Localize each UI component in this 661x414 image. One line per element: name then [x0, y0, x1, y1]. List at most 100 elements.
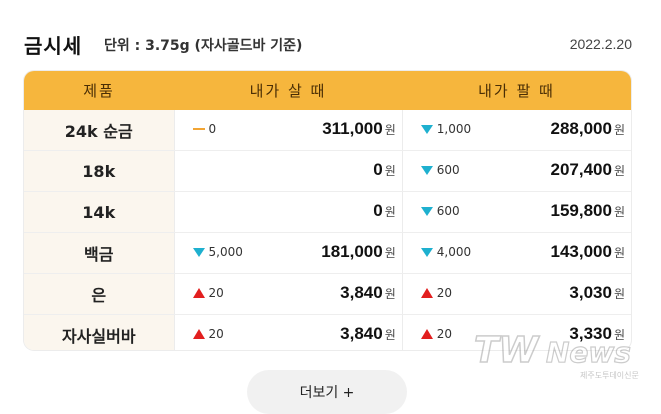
sell-price-cell: 600 207,400 원: [403, 151, 631, 191]
table-row: 18k 0 원 600 207,400 원: [24, 150, 631, 191]
sell-change: 20: [420, 327, 453, 341]
dash-icon: [192, 128, 205, 130]
sell-price: 159,800 원: [551, 201, 626, 221]
sell-price-cell: 20 3,030 원: [403, 274, 631, 314]
currency-unit: 원: [613, 205, 625, 219]
column-header-product: 제품: [83, 82, 115, 100]
sell-price-value: 3,030: [569, 283, 612, 302]
buy-price-value: 181,000: [321, 242, 383, 261]
price-header: 금시세 단위 : 3.75g (자사골드바 기준) 2022.2.20: [24, 28, 632, 60]
buy-price-cell: 5,000 181,000 원: [175, 233, 403, 273]
down-triangle-icon: [420, 124, 433, 134]
sell-change-value: 600: [436, 204, 460, 218]
product-name: 자사실버바: [24, 315, 175, 350]
sell-change-value: 4,000: [436, 245, 472, 259]
sell-change: 1,000: [420, 122, 472, 136]
table-row: 자사실버바 20 3,840 원 20 3,330 원: [24, 314, 631, 350]
sell-price-value: 143,000: [550, 242, 612, 261]
down-triangle-icon: [420, 206, 433, 216]
sell-price-value: 207,400: [550, 160, 612, 179]
sell-change-value: 20: [436, 327, 453, 341]
sell-price-cell: 600 159,800 원: [403, 192, 631, 232]
sell-price: 3,330 원: [569, 324, 625, 344]
buy-price: 181,000 원: [321, 242, 396, 262]
column-header-sell: 내가 팔 때: [478, 82, 555, 100]
up-triangle-icon: [192, 288, 205, 298]
down-triangle-icon: [192, 247, 205, 257]
buy-price-cell: 0 311,000 원: [175, 110, 403, 150]
buy-change-value: 20: [208, 286, 224, 300]
buy-price-value: 0: [373, 160, 383, 179]
buy-price-cell: 20 3,840 원: [175, 274, 403, 314]
up-triangle-icon: [420, 288, 433, 298]
sell-price: 3,030 원: [569, 283, 625, 303]
sell-price-cell: 1,000 288,000 원: [403, 110, 631, 150]
currency-unit: 원: [384, 246, 396, 260]
buy-price: 3,840 원: [340, 283, 396, 303]
product-name: 14k: [24, 192, 175, 232]
product-name: 24k 순금: [24, 110, 175, 150]
sell-change: 600: [420, 163, 460, 177]
table-row: 은 20 3,840 원 20 3,030 원: [24, 273, 631, 314]
page-title: 금시세: [24, 34, 83, 58]
currency-unit: 원: [384, 328, 396, 342]
sell-change-value: 600: [436, 163, 460, 177]
buy-change: 20: [192, 327, 224, 341]
buy-change: 5,000: [192, 245, 243, 259]
up-triangle-icon: [192, 329, 205, 339]
sell-change: 20: [420, 286, 453, 300]
unit-note: 단위 : 3.75g (자사골드바 기준): [104, 38, 303, 54]
up-triangle-icon: [420, 329, 433, 339]
buy-price-value: 3,840: [340, 324, 383, 343]
down-triangle-icon: [420, 247, 433, 257]
product-name: 은: [24, 274, 175, 314]
more-button[interactable]: 더보기 +: [247, 370, 407, 414]
buy-price-value: 311,000: [322, 119, 383, 138]
product-name: 18k: [24, 151, 175, 191]
buy-change: 0: [192, 122, 217, 136]
product-name: 백금: [24, 233, 175, 273]
sell-price-value: 3,330: [569, 324, 612, 343]
buy-price: 311,000 원: [322, 119, 396, 139]
currency-unit: 원: [384, 205, 396, 219]
sell-price: 288,000 원: [551, 119, 626, 139]
watermark-tagline: 제주도투데이신문: [580, 370, 639, 380]
sell-price-value: 159,800: [550, 201, 612, 220]
buy-price-cell: 20 3,840 원: [175, 315, 403, 350]
table-row: 24k 순금 0 311,000 원 1,000 288,000 원: [24, 110, 631, 150]
table-row: 백금 5,000 181,000 원 4,000 143,000 원: [24, 232, 631, 273]
currency-unit: 원: [613, 164, 625, 178]
price-date: 2022.2.20: [569, 36, 632, 52]
currency-unit: 원: [613, 328, 625, 342]
down-triangle-icon: [420, 165, 433, 175]
buy-price-value: 3,840: [340, 283, 383, 302]
sell-change-value: 1,000: [436, 122, 472, 136]
buy-change-value: 5,000: [208, 245, 243, 259]
buy-change: 20: [192, 286, 224, 300]
sell-price-cell: 4,000 143,000 원: [403, 233, 631, 273]
buy-change-value: 20: [208, 327, 224, 341]
currency-unit: 원: [613, 123, 625, 137]
currency-unit: 원: [613, 287, 625, 301]
gold-price-table: 제품 내가 살 때 내가 팔 때 24k 순금 0 311,000 원 1,000 288…: [24, 71, 631, 350]
sell-change: 600: [420, 204, 460, 218]
table-body: 24k 순금 0 311,000 원 1,000 288,000 원 18k 0 원 600 207,…: [24, 110, 631, 350]
table-row: 14k 0 원 600 159,800 원: [24, 191, 631, 232]
table-header: 제품 내가 살 때 내가 팔 때: [24, 71, 631, 110]
buy-price-value: 0: [373, 201, 383, 220]
sell-change-value: 20: [436, 286, 453, 300]
sell-price: 207,400 원: [551, 160, 626, 180]
sell-price-cell: 20 3,330 원: [403, 315, 631, 350]
currency-unit: 원: [384, 164, 396, 178]
currency-unit: 원: [384, 123, 396, 137]
buy-change-value: 0: [208, 122, 217, 136]
currency-unit: 원: [384, 287, 396, 301]
sell-price: 143,000 원: [551, 242, 626, 262]
sell-change: 4,000: [420, 245, 472, 259]
column-header-buy: 내가 살 때: [249, 82, 327, 100]
sell-price-value: 288,000: [550, 119, 612, 138]
